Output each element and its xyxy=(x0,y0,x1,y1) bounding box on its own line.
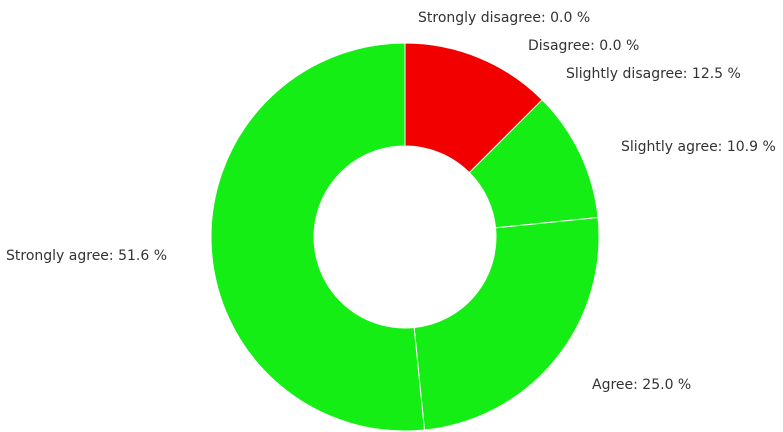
label-strongly-agree: Strongly agree: 51.6 % xyxy=(6,248,167,264)
slice-slightly-disagree xyxy=(404,42,543,174)
label-strongly-disagree: Strongly disagree: 0.0 % xyxy=(418,10,590,26)
slice-strongly-agree xyxy=(210,42,426,432)
label-disagree: Disagree: 0.0 % xyxy=(528,38,639,54)
label-slightly-agree: Slightly agree: 10.9 % xyxy=(621,139,776,155)
label-slightly-disagree: Slightly disagree: 12.5 % xyxy=(566,66,741,82)
donut-slices xyxy=(210,42,600,432)
slice-agree xyxy=(413,216,600,431)
label-agree: Agree: 25.0 % xyxy=(592,377,691,393)
